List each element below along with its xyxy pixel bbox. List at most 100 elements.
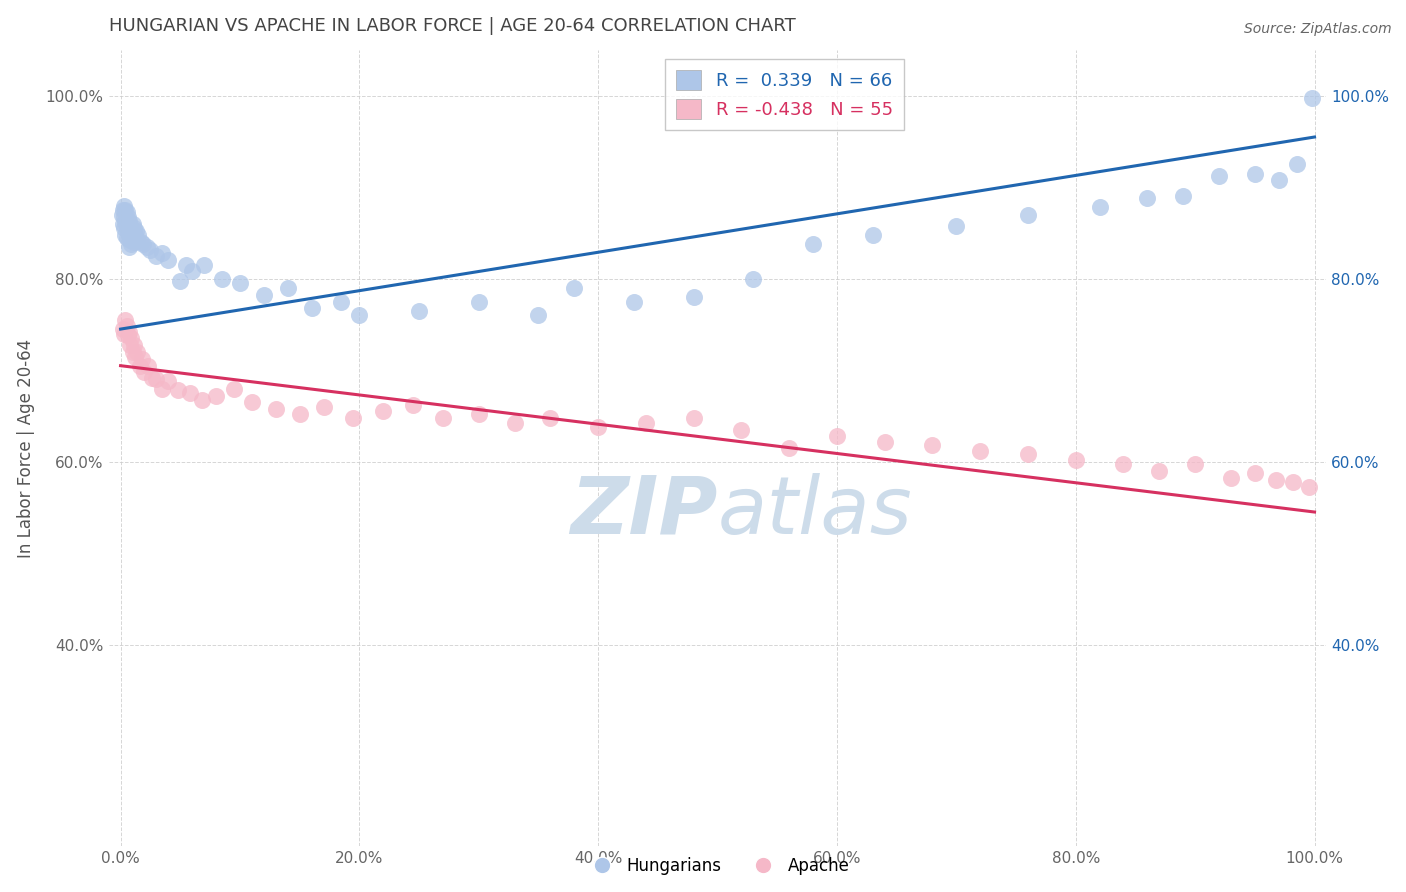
Point [129, 235, 152, 250]
Point [115, 205, 138, 219]
Point [634, 417, 657, 431]
Point [1017, 447, 1039, 461]
Point [111, 208, 134, 222]
Point [1265, 473, 1288, 487]
Point [222, 382, 245, 396]
Point [945, 219, 967, 233]
Point [150, 382, 173, 396]
Point [969, 443, 991, 458]
Point [468, 407, 491, 421]
Point [174, 258, 197, 272]
Text: HUNGARIAN VS APACHE IN LABOR FORCE | AGE 20-64 CORRELATION CHART: HUNGARIAN VS APACHE IN LABOR FORCE | AGE… [108, 17, 796, 35]
Text: ZIP: ZIP [571, 473, 717, 550]
Point [778, 441, 800, 455]
Point [122, 337, 145, 351]
Point [121, 217, 143, 231]
Point [682, 410, 704, 425]
Point [730, 423, 752, 437]
Point [264, 401, 287, 416]
Point [145, 249, 167, 263]
Point [120, 337, 142, 351]
Point [118, 227, 141, 242]
Point [623, 294, 645, 309]
Point [132, 237, 155, 252]
Point [1064, 453, 1087, 467]
Point [141, 370, 163, 384]
Point [1282, 475, 1305, 489]
Point [150, 246, 173, 260]
Point [211, 272, 233, 286]
Point [1149, 464, 1171, 478]
Point [131, 352, 153, 367]
Point [349, 309, 371, 323]
Point [1220, 471, 1243, 485]
Point [112, 199, 135, 213]
Point [288, 407, 311, 421]
Point [330, 294, 353, 309]
Point [114, 203, 136, 218]
Point [825, 429, 848, 443]
Point [112, 221, 135, 235]
Point [167, 384, 190, 398]
Point [117, 210, 139, 224]
Point [253, 288, 276, 302]
Point [1017, 208, 1039, 222]
Point [128, 359, 150, 373]
Point [1208, 169, 1230, 184]
Point [111, 217, 134, 231]
Point [408, 303, 430, 318]
Point [111, 322, 134, 336]
Point [179, 386, 201, 401]
Point [114, 215, 136, 229]
Point [121, 345, 143, 359]
Point [115, 219, 138, 233]
Point [873, 434, 896, 449]
Point [122, 235, 145, 250]
Point [562, 281, 585, 295]
Point [1088, 201, 1111, 215]
Point [191, 392, 214, 407]
Point [134, 365, 156, 379]
Point [125, 224, 148, 238]
Point [1285, 157, 1308, 171]
Point [402, 398, 425, 412]
Point [127, 233, 149, 247]
Point [121, 230, 143, 244]
Point [136, 359, 159, 373]
Point [538, 410, 561, 425]
Point [112, 326, 135, 341]
Point [862, 227, 884, 242]
Point [120, 237, 142, 252]
Point [586, 420, 609, 434]
Point [312, 400, 335, 414]
Point [118, 325, 141, 339]
Point [127, 227, 149, 242]
Point [122, 221, 145, 235]
Point [1267, 173, 1289, 187]
Point [432, 410, 454, 425]
Point [527, 309, 550, 323]
Point [277, 281, 299, 295]
Point [112, 210, 135, 224]
Point [503, 417, 526, 431]
Point [118, 240, 141, 254]
Point [468, 294, 491, 309]
Point [373, 404, 395, 418]
Point [1112, 457, 1135, 471]
Point [117, 224, 139, 238]
Point [114, 313, 136, 327]
Point [229, 277, 252, 291]
Point [118, 214, 141, 228]
Point [240, 395, 263, 409]
Point [111, 203, 134, 218]
Point [1301, 91, 1323, 105]
Point [1243, 466, 1265, 480]
Point [742, 272, 765, 286]
Point [682, 290, 704, 304]
Point [205, 389, 228, 403]
Point [145, 372, 167, 386]
Point [120, 331, 142, 345]
Point [124, 350, 146, 364]
Point [117, 328, 139, 343]
Point [114, 227, 136, 242]
